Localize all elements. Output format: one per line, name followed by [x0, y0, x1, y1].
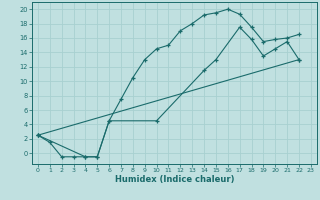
X-axis label: Humidex (Indice chaleur): Humidex (Indice chaleur) — [115, 175, 234, 184]
